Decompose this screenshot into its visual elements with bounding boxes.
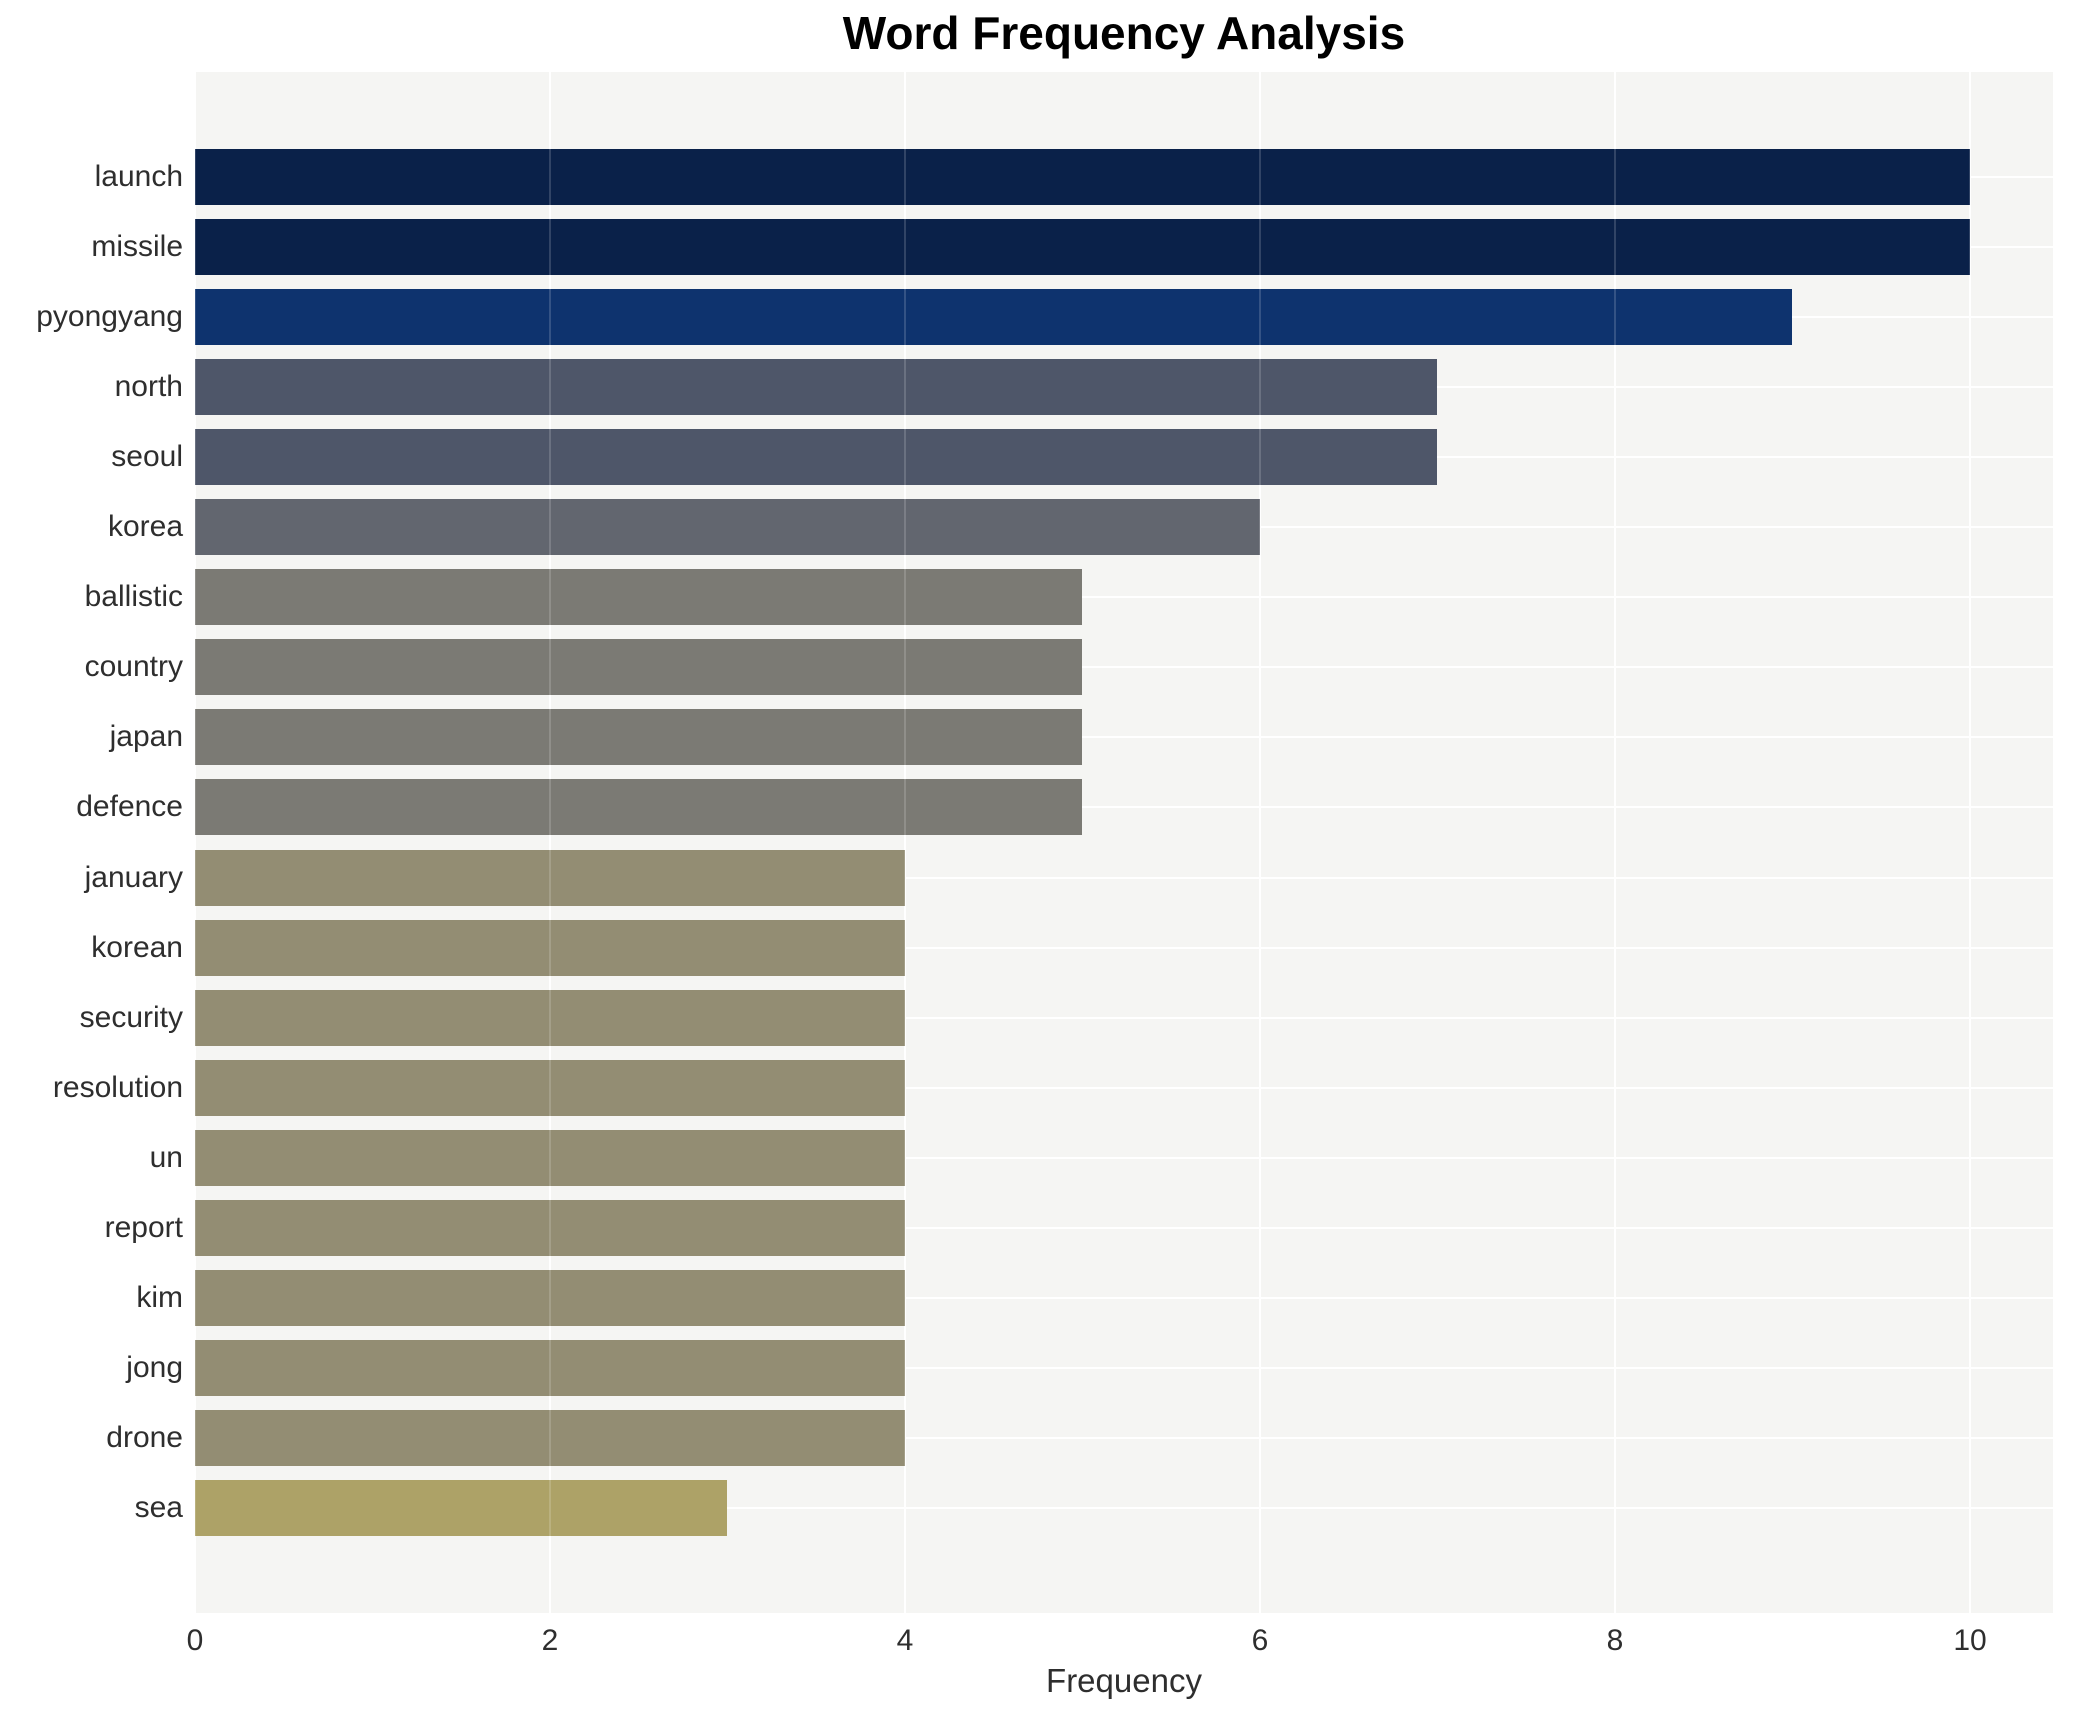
x-tick-label: 2 (541, 1624, 559, 1657)
plot-panel (194, 72, 2053, 1613)
bar-missile (195, 219, 1970, 275)
y-label-pyongyang: pyongyang (36, 300, 183, 333)
grid-overlay (194, 72, 2053, 1613)
x-gridline-overlay (549, 72, 551, 1613)
y-label-resolution: resolution (52, 1071, 183, 1104)
x-gridline-overlay (1614, 72, 1616, 1613)
y-label-drone: drone (106, 1421, 183, 1454)
bars-layer (195, 72, 2053, 1613)
bar-pyongyang (195, 289, 1792, 345)
y-gridline (195, 1017, 2053, 1019)
x-tick-label: 0 (186, 1624, 204, 1657)
x-gridline (1969, 72, 1971, 1613)
y-label-kim: kim (136, 1281, 183, 1314)
y-gridline (195, 1367, 2053, 1369)
x-tick-label: 6 (1251, 1624, 1269, 1657)
x-gridline-overlay (1969, 72, 1971, 1613)
bar-security (195, 990, 905, 1046)
y-label-japan: japan (109, 720, 183, 753)
bar-korea (195, 499, 1260, 555)
x-gridline (194, 72, 196, 1613)
y-gridline (195, 806, 2053, 808)
y-label-report: report (104, 1211, 183, 1244)
y-gridline (195, 596, 2053, 598)
y-label-korea: korea (107, 510, 183, 543)
y-label-jong: jong (126, 1351, 183, 1384)
y-gridline (195, 666, 2053, 668)
x-gridline-overlay (194, 72, 196, 1613)
y-gridline (195, 1157, 2053, 1159)
y-gridline (195, 736, 2053, 738)
y-label-north: north (114, 370, 183, 403)
y-label-seoul: seoul (111, 440, 183, 473)
x-gridline (549, 72, 551, 1613)
bar-drone (195, 1410, 905, 1466)
bar-korean (195, 920, 905, 976)
bar-defence (195, 779, 1082, 835)
bar-sea (195, 1480, 727, 1536)
bar-jong (195, 1340, 905, 1396)
y-label-missile: missile (91, 230, 183, 263)
bar-resolution (195, 1060, 905, 1116)
y-gridline (195, 1227, 2053, 1229)
y-label-january: january (84, 861, 183, 894)
bar-launch (195, 149, 1970, 205)
x-tick-label: 8 (1606, 1624, 1624, 1657)
y-gridline (195, 947, 2053, 949)
y-gridline (195, 1087, 2053, 1089)
bar-north (195, 359, 1437, 415)
y-label-korean: korean (91, 931, 183, 964)
bar-country (195, 639, 1082, 695)
y-gridline (195, 1437, 2053, 1439)
y-gridline (195, 1297, 2053, 1299)
chart-title: Word Frequency Analysis (842, 7, 1406, 59)
bar-japan (195, 709, 1082, 765)
y-label-security: security (79, 1001, 183, 1034)
y-label-country: country (84, 650, 183, 683)
x-gridline-overlay (1259, 72, 1261, 1613)
y-label-un: un (149, 1141, 183, 1174)
bar-kim (195, 1270, 905, 1326)
x-axis-title: Frequency (1046, 1662, 1202, 1699)
bar-report (195, 1200, 905, 1256)
bar-ballistic (195, 569, 1082, 625)
y-label-launch: launch (94, 160, 183, 193)
y-gridline (195, 1507, 2053, 1509)
bar-seoul (195, 429, 1437, 485)
x-gridline (1614, 72, 1616, 1613)
x-tick-label: 10 (1953, 1624, 1987, 1657)
x-gridline (1259, 72, 1261, 1613)
y-label-sea: sea (134, 1491, 183, 1524)
y-gridline (195, 877, 2053, 879)
bar-un (195, 1130, 905, 1186)
x-tick-label: 4 (896, 1624, 914, 1657)
y-label-ballistic: ballistic (84, 580, 183, 613)
x-gridline (904, 72, 906, 1613)
bar-january (195, 850, 905, 906)
x-gridline-overlay (904, 72, 906, 1613)
y-label-defence: defence (76, 790, 183, 823)
